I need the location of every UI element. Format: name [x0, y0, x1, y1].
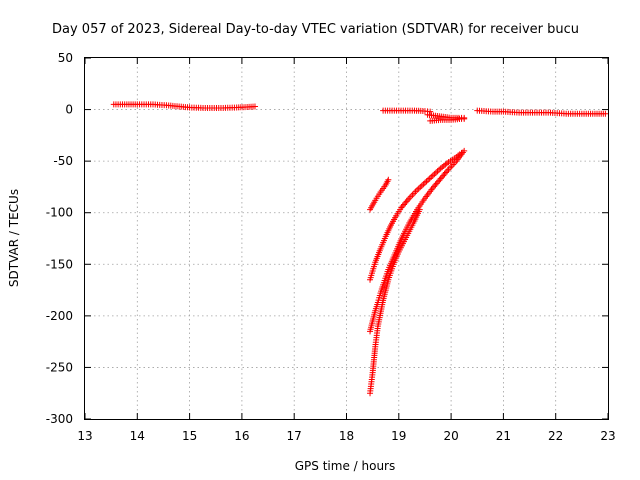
x-axis-label: GPS time / hours — [295, 459, 396, 473]
data-point — [436, 177, 443, 184]
y-tick-label: 0 — [65, 103, 73, 117]
x-tick-label: 14 — [130, 429, 145, 443]
series-arc7 — [367, 149, 465, 283]
data-point — [461, 147, 468, 154]
data-point — [441, 171, 448, 178]
data-point — [427, 108, 434, 115]
x-tick-label: 15 — [182, 429, 197, 443]
plot-frame — [84, 57, 609, 420]
grid — [85, 58, 608, 419]
y-tick-label: 50 — [58, 51, 73, 65]
data-point — [438, 174, 445, 181]
data-point — [404, 196, 411, 203]
series-arc4 — [427, 115, 468, 124]
data-point — [440, 172, 447, 179]
data-point — [428, 174, 435, 181]
data-point — [433, 180, 440, 187]
x-tick-label: 23 — [600, 429, 615, 443]
series-arc2 — [380, 107, 434, 115]
data-point — [432, 169, 439, 176]
data-point — [251, 103, 258, 110]
y-tick-label: -250 — [46, 360, 73, 374]
data-point — [442, 169, 449, 176]
data-point — [602, 110, 609, 117]
data-point — [437, 175, 444, 182]
data-point — [399, 203, 406, 210]
data-point — [403, 198, 410, 205]
data-point — [431, 183, 438, 190]
data-point — [435, 178, 442, 185]
x-tick-label: 19 — [391, 429, 406, 443]
chart-title: Day 057 of 2023, Sidereal Day-to-day VTE… — [52, 22, 579, 37]
series-arc6 — [367, 176, 392, 213]
data-point — [429, 172, 436, 179]
axis-tick-labels: 13 14 15 16 17 18 19 20 21 22 23 50 0 -50 -100 -150 -200… — [46, 51, 616, 443]
y-tick-label: -200 — [46, 309, 73, 323]
data-point — [431, 171, 438, 178]
x-tick-label: 21 — [496, 429, 511, 443]
y-tick-label: -300 — [46, 412, 73, 426]
data-point — [420, 181, 427, 188]
data-point — [417, 184, 424, 191]
series-arc1 — [110, 101, 258, 112]
x-tick-label: 22 — [548, 429, 563, 443]
y-tick-label: -150 — [46, 257, 73, 271]
y-tick-label: -100 — [46, 206, 73, 220]
y-axis-label: SDTVAR / TECUs — [7, 189, 21, 287]
data-point — [416, 206, 423, 213]
y-tick-label: -50 — [53, 154, 73, 168]
data-point — [425, 176, 432, 183]
data-point — [434, 168, 441, 175]
data-point — [444, 167, 451, 174]
x-tick-label: 16 — [234, 429, 249, 443]
data-point — [418, 182, 425, 189]
x-tick-label: 18 — [339, 429, 354, 443]
x-tick-label: 17 — [287, 429, 302, 443]
data-points — [110, 101, 609, 397]
series-arc9 — [367, 206, 423, 397]
data-point — [385, 176, 392, 183]
data-point — [461, 115, 468, 122]
series-arc5 — [474, 107, 609, 117]
data-point — [401, 201, 408, 208]
x-tick-label: 20 — [443, 429, 458, 443]
data-point — [421, 179, 428, 186]
data-point — [423, 178, 430, 185]
data-point — [432, 181, 439, 188]
x-tick-label: 13 — [77, 429, 92, 443]
data-point — [415, 185, 422, 192]
data-point — [402, 199, 409, 206]
data-point — [426, 175, 433, 182]
data-point — [436, 166, 443, 173]
